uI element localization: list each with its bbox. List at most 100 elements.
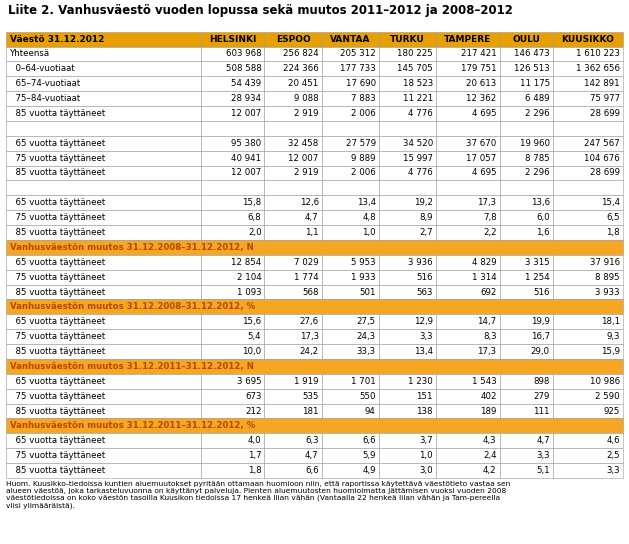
Bar [321,121,379,136]
Bar [436,61,499,76]
Text: 14,7: 14,7 [477,317,497,326]
Bar [379,210,436,225]
Text: 95 380: 95 380 [231,139,262,148]
Bar [436,255,499,270]
Bar [6,151,201,165]
Bar [436,270,499,285]
Bar [436,210,499,225]
Bar [553,91,623,106]
Text: 217 421: 217 421 [461,50,497,58]
Bar [379,61,436,76]
Text: 2 590: 2 590 [596,392,620,401]
Text: 19,2: 19,2 [414,198,433,207]
Bar [201,344,264,359]
Text: 4,9: 4,9 [362,466,376,475]
Bar [201,255,264,270]
Text: OULU: OULU [512,35,540,44]
Bar [6,404,201,418]
Bar [379,270,436,285]
Bar [553,165,623,181]
Bar [499,61,553,76]
Bar [436,463,499,478]
Text: 1,6: 1,6 [537,228,550,237]
Text: Yhteensä: Yhteensä [10,50,50,58]
Bar [201,165,264,181]
Bar [6,418,623,434]
Text: 8,9: 8,9 [420,213,433,222]
Bar [379,136,436,151]
Bar [499,285,553,299]
Text: 75 vuotta täyttäneet: 75 vuotta täyttäneet [10,213,105,222]
Text: 37 916: 37 916 [590,258,620,267]
Text: 224 366: 224 366 [283,64,319,73]
Bar [553,448,623,463]
Text: 19,9: 19,9 [531,317,550,326]
Text: TAMPERE: TAMPERE [444,35,491,44]
Bar [201,32,264,46]
Text: 85 vuotta täyttäneet: 85 vuotta täyttäneet [10,347,105,356]
Bar [379,225,436,240]
Text: 508 588: 508 588 [226,64,262,73]
Text: 8,3: 8,3 [483,332,497,341]
Text: Huom. Kuusikko-tiedoissa kuntien aluemuutokset pyritään ottamaan huomioon niin, : Huom. Kuusikko-tiedoissa kuntien aluemuu… [6,481,510,509]
Bar [6,285,201,299]
Text: 2 919: 2 919 [294,169,319,177]
Text: 1 610 223: 1 610 223 [576,50,620,58]
Text: 1 362 656: 1 362 656 [576,64,620,73]
Text: 12 854: 12 854 [231,258,262,267]
Bar [321,181,379,195]
Text: 1 230: 1 230 [408,377,433,386]
Text: 13,4: 13,4 [357,198,376,207]
Text: 1,8: 1,8 [248,466,262,475]
Bar [321,165,379,181]
Bar [379,448,436,463]
Bar [379,404,436,418]
Text: Vanhusväestön muutos 31.12.2011–31.12.2012, N: Vanhusväestön muutos 31.12.2011–31.12.20… [10,362,254,371]
Bar [379,76,436,91]
Bar [6,299,623,314]
Bar [499,32,553,46]
Bar [436,448,499,463]
Bar [264,210,321,225]
Text: 24,3: 24,3 [357,332,376,341]
Text: 151: 151 [416,392,433,401]
Text: 501: 501 [359,288,376,296]
Bar [201,61,264,76]
Text: 1 093: 1 093 [237,288,262,296]
Bar [553,32,623,46]
Bar [379,255,436,270]
Text: 2 296: 2 296 [525,169,550,177]
Text: 2,2: 2,2 [483,228,497,237]
Text: 17,3: 17,3 [477,347,497,356]
Bar [553,270,623,285]
Bar [321,136,379,151]
Text: 6,6: 6,6 [305,466,319,475]
Text: 189: 189 [480,406,497,416]
Bar [264,76,321,91]
Bar [321,448,379,463]
Text: 1,1: 1,1 [305,228,319,237]
Bar [6,46,201,61]
Text: 3,7: 3,7 [420,436,433,446]
Bar [264,61,321,76]
Bar [436,434,499,448]
Bar [553,136,623,151]
Bar [201,76,264,91]
Text: 898: 898 [533,377,550,386]
Text: 1 774: 1 774 [294,273,319,282]
Text: 138: 138 [416,406,433,416]
Text: 104 676: 104 676 [584,153,620,163]
Bar [553,76,623,91]
Text: 247 567: 247 567 [584,139,620,148]
Bar [379,463,436,478]
Bar [553,255,623,270]
Bar [499,434,553,448]
Bar [201,374,264,389]
Bar [321,434,379,448]
Bar [553,195,623,210]
Text: 180 225: 180 225 [397,50,433,58]
Bar [499,121,553,136]
Bar [6,121,201,136]
Bar [436,32,499,46]
Bar [379,285,436,299]
